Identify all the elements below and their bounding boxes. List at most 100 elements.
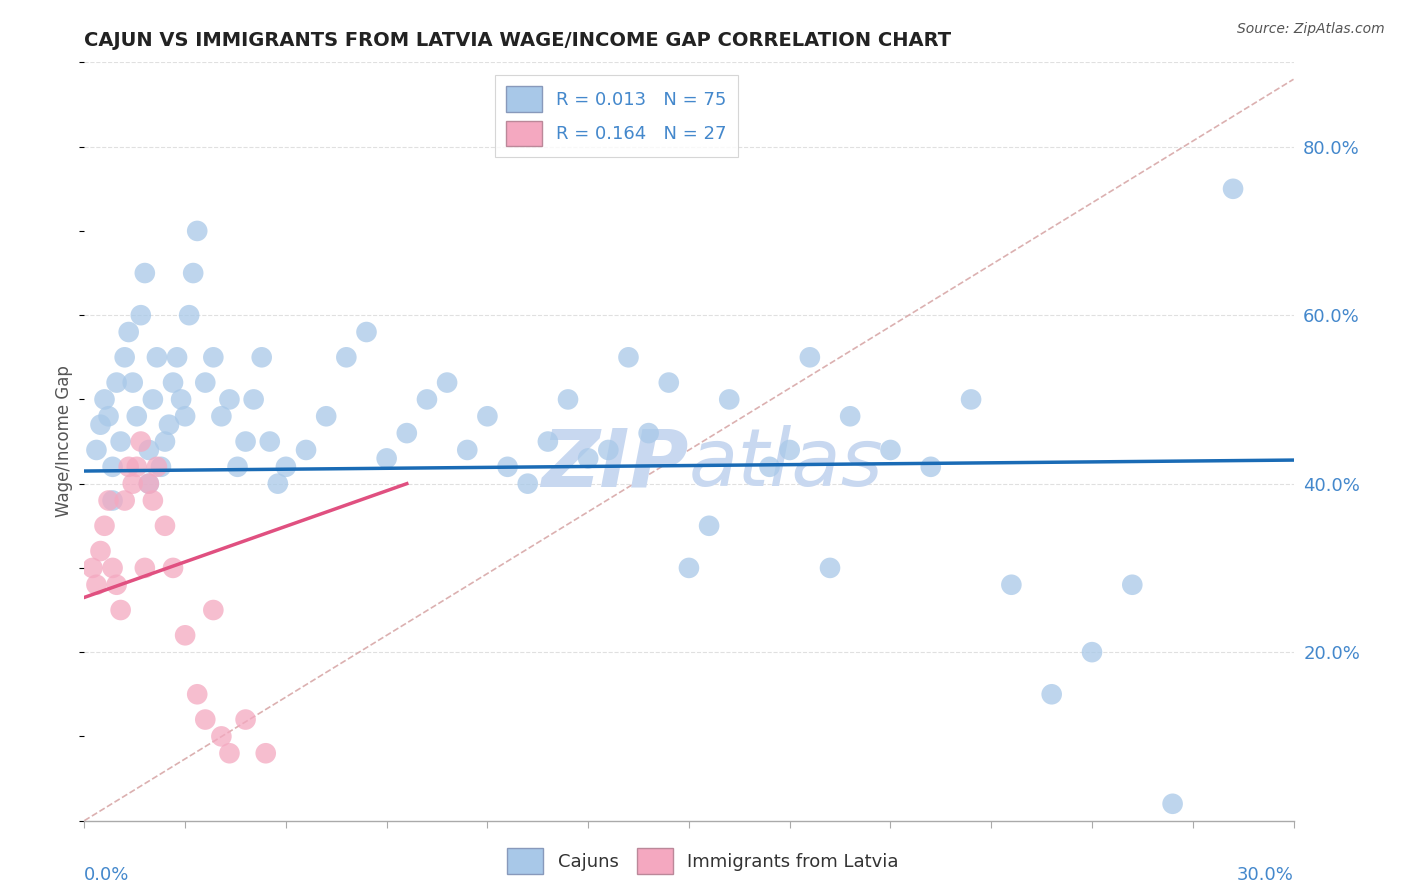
- Point: [516, 476, 538, 491]
- Point: [235, 713, 257, 727]
- Text: ZIP: ZIP: [541, 425, 689, 503]
- Point: [879, 442, 901, 457]
- Point: [202, 351, 225, 365]
- Point: [157, 417, 180, 432]
- Point: [259, 434, 281, 449]
- Text: atlas: atlas: [689, 425, 884, 503]
- Point: [138, 476, 160, 491]
- Point: [93, 392, 115, 407]
- Point: [718, 392, 741, 407]
- Point: [209, 409, 232, 424]
- Point: [153, 434, 176, 449]
- Point: [697, 518, 720, 533]
- Point: [637, 426, 659, 441]
- Point: [97, 409, 120, 424]
- Point: [496, 459, 519, 474]
- Point: [93, 518, 115, 533]
- Point: [162, 561, 184, 575]
- Point: [1040, 687, 1063, 701]
- Point: [1161, 797, 1184, 811]
- Point: [557, 392, 579, 407]
- Point: [658, 376, 681, 390]
- Text: Source: ZipAtlas.com: Source: ZipAtlas.com: [1237, 22, 1385, 37]
- Point: [617, 351, 640, 365]
- Point: [779, 442, 801, 457]
- Point: [149, 459, 172, 474]
- Point: [134, 266, 156, 280]
- Point: [477, 409, 499, 424]
- Point: [170, 392, 193, 407]
- Point: [194, 376, 217, 390]
- Point: [218, 392, 240, 407]
- Point: [118, 325, 141, 339]
- Point: [97, 493, 120, 508]
- Point: [142, 392, 165, 407]
- Point: [89, 417, 111, 432]
- Point: [121, 476, 143, 491]
- Point: [181, 266, 204, 280]
- Point: [960, 392, 983, 407]
- Point: [799, 351, 821, 365]
- Point: [335, 351, 357, 365]
- Point: [194, 713, 217, 727]
- Point: [129, 434, 152, 449]
- Point: [114, 493, 136, 508]
- Point: [1222, 182, 1244, 196]
- Point: [678, 561, 700, 575]
- Point: [129, 308, 152, 322]
- Point: [598, 442, 620, 457]
- Point: [101, 493, 124, 508]
- Point: [125, 409, 148, 424]
- Point: [315, 409, 337, 424]
- Point: [153, 518, 176, 533]
- Point: [250, 351, 273, 365]
- Point: [134, 561, 156, 575]
- Point: [125, 459, 148, 474]
- Point: [138, 442, 160, 457]
- Point: [375, 451, 398, 466]
- Point: [242, 392, 264, 407]
- Point: [395, 426, 418, 441]
- Point: [920, 459, 942, 474]
- Point: [218, 746, 240, 760]
- Point: [138, 476, 160, 491]
- Point: [121, 376, 143, 390]
- Point: [818, 561, 841, 575]
- Point: [295, 442, 318, 457]
- Point: [456, 442, 478, 457]
- Point: [105, 578, 128, 592]
- Text: CAJUN VS IMMIGRANTS FROM LATVIA WAGE/INCOME GAP CORRELATION CHART: CAJUN VS IMMIGRANTS FROM LATVIA WAGE/INC…: [84, 30, 952, 50]
- Point: [1081, 645, 1104, 659]
- Point: [186, 224, 208, 238]
- Point: [1121, 578, 1143, 592]
- Point: [186, 687, 208, 701]
- Point: [436, 376, 458, 390]
- Point: [839, 409, 862, 424]
- Point: [179, 308, 201, 322]
- Point: [110, 434, 132, 449]
- Point: [537, 434, 560, 449]
- Point: [209, 730, 232, 744]
- Legend: Cajuns, Immigrants from Latvia: Cajuns, Immigrants from Latvia: [498, 839, 908, 883]
- Point: [416, 392, 439, 407]
- Point: [142, 493, 165, 508]
- Text: 30.0%: 30.0%: [1237, 866, 1294, 884]
- Point: [356, 325, 378, 339]
- Point: [82, 561, 104, 575]
- Point: [86, 442, 108, 457]
- Point: [118, 459, 141, 474]
- Point: [267, 476, 290, 491]
- Point: [162, 376, 184, 390]
- Point: [110, 603, 132, 617]
- Point: [174, 628, 197, 642]
- Point: [114, 351, 136, 365]
- Point: [1000, 578, 1022, 592]
- Point: [758, 459, 780, 474]
- Point: [101, 459, 124, 474]
- Point: [146, 459, 169, 474]
- Point: [101, 561, 124, 575]
- Point: [202, 603, 225, 617]
- Y-axis label: Wage/Income Gap: Wage/Income Gap: [55, 366, 73, 517]
- Point: [89, 544, 111, 558]
- Point: [174, 409, 197, 424]
